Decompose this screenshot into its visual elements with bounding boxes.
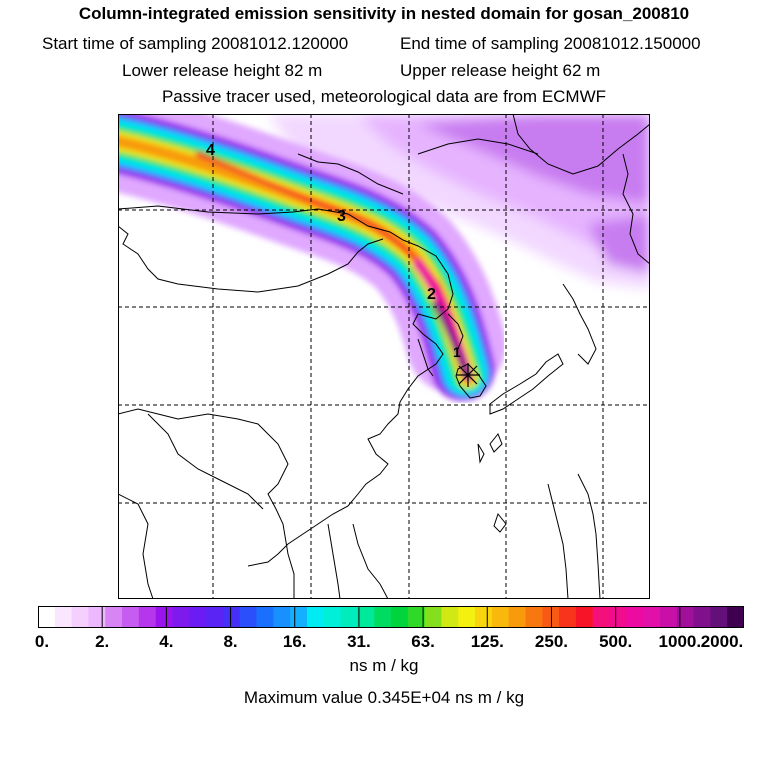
colorbar-swatch [38,606,56,628]
colorbar-swatch [575,606,594,628]
colorbar-swatch [592,606,611,628]
map-frame [118,114,650,599]
colorbar-tick-label: 125. [470,632,504,651]
colorbar [38,606,744,628]
colorbar-swatch [138,606,157,628]
end-time: End time of sampling 20081012.150000 [400,34,701,53]
lower-release-height: Lower release height 82 m [122,61,323,80]
colorbar-swatch [693,606,711,628]
colorbar-swatch [122,606,140,628]
colorbar-swatch [357,606,375,628]
colorbar-swatch [105,606,123,628]
colorbar-swatch [458,606,476,628]
colorbar-tick-label: 31. [347,632,371,651]
colorbar-swatch [710,606,728,628]
colorbar-swatch [88,606,106,628]
maximum-value: Maximum value 0.345E+04 ns m / kg [243,688,525,707]
colorbar-frame [38,606,744,628]
colorbar-swatch [508,606,526,628]
colorbar-swatch [542,606,560,628]
graticule [118,114,650,599]
colorbar-swatch [374,606,392,628]
colorbar-tick-label: 16. [282,632,307,651]
colorbar-swatch [71,606,89,628]
colorbar-swatch [475,606,493,628]
colorbar-swatch [290,606,308,628]
colorbar-swatch [54,606,73,628]
colorbar-swatch [424,606,442,628]
colorbar-swatch [676,606,695,628]
emission-sensitivity-map: 4 3 2 1 [118,114,650,599]
colorbar-swatch [222,606,241,628]
colorbar-swatch [340,606,358,628]
colorbar-swatch [407,606,426,628]
colorbar-swatch [643,606,661,628]
colorbar-swatch [239,606,258,628]
colorbar-swatch [626,606,644,628]
colorbar-swatch [273,606,291,628]
plot-title: Column-integrated emission sensitivity i… [78,4,690,23]
start-time: Start time of sampling 20081012.120000 [42,34,349,53]
colorbar-tick-label: 250. [534,632,568,651]
purple-haze [118,114,650,289]
colorbar-tick-label: 2. [95,632,110,651]
colorbar-tick-label: 63. [411,632,435,651]
day-marker-1: 1 [453,344,461,360]
colorbar-units: ns m / kg [349,656,419,675]
coastlines [118,114,650,599]
colorbar-swatch [727,606,744,628]
colorbar-swatch [206,606,224,628]
colorbar-tick-label: 2000. [700,632,744,651]
colorbar-swatch [491,606,510,628]
colorbar-swatch [155,606,173,628]
colorbar-swatch [172,606,190,628]
day-marker-3: 3 [337,208,346,225]
colorbar-tick-label: 4. [159,632,174,651]
colorbar-swatch [525,606,543,628]
tracer-note: Passive tracer used, meteorological data… [161,87,607,106]
upper-release-height: Upper release height 62 m [400,61,601,80]
colorbar-tick-label: 1000. [658,632,702,651]
colorbar-tick-label: 8. [223,632,238,651]
receptor-star-icon [456,363,480,387]
colorbar-swatch [256,606,274,628]
colorbar-tick-label: 0. [34,632,50,651]
colorbar-tick-label: 500. [599,632,633,651]
day-marker-2: 2 [427,286,436,303]
colorbar-swatch [391,606,409,628]
colorbar-swatch [609,606,627,628]
colorbar-swatch [189,606,207,628]
colorbar-swatch [441,606,459,628]
colorbar-swatch [559,606,577,628]
colorbar-swatch [323,606,342,628]
day-marker-4: 4 [206,142,215,159]
colorbar-swatch [306,606,325,628]
colorbar-swatch [659,606,678,628]
